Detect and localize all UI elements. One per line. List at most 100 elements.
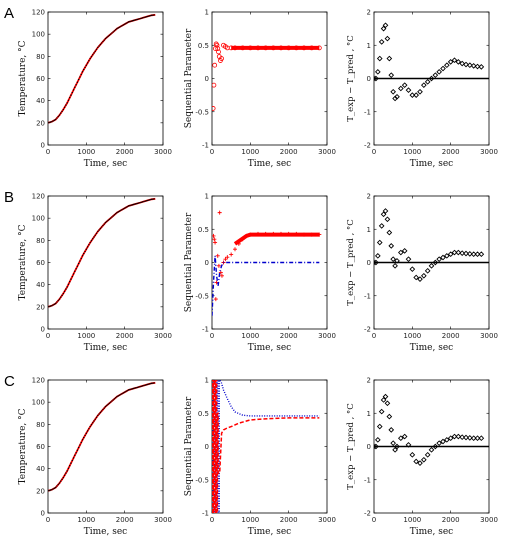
data-point-measured	[113, 398, 116, 400]
data-point-measured	[144, 200, 146, 202]
y-tick-label: 0	[205, 443, 209, 451]
data-point	[215, 46, 221, 51]
x-tick-label: 2000	[116, 148, 134, 156]
data-point-measured	[99, 411, 102, 414]
data-point	[378, 39, 385, 45]
x-tick-label: 3000	[318, 516, 336, 524]
data-point	[459, 60, 466, 67]
data-point-measured	[145, 200, 148, 202]
data-point	[432, 72, 439, 79]
data-point-measured	[131, 388, 134, 390]
data-point-measured	[126, 22, 128, 24]
data-point-measured	[62, 476, 65, 479]
data-point-measured	[148, 15, 150, 17]
data-point-measured	[139, 17, 141, 20]
data-point	[443, 437, 450, 443]
data-point-measured	[141, 385, 144, 387]
data-point-measured	[149, 198, 151, 201]
data-point-measured	[94, 418, 96, 420]
data-point-measured	[140, 385, 142, 387]
data-point-measured	[80, 441, 82, 444]
series-line	[212, 380, 320, 513]
x-tick-label: 1000	[77, 516, 95, 524]
data-point-measured	[48, 490, 49, 492]
data-point	[474, 435, 481, 442]
data-point-measured	[97, 230, 99, 233]
data-point-measured	[120, 209, 122, 212]
data-point-measured	[130, 20, 132, 22]
data-point-measured	[126, 206, 128, 208]
data-point-measured	[56, 485, 58, 487]
data-point-measured	[94, 50, 96, 52]
data-point-measured	[60, 112, 62, 114]
data-point-measured	[109, 33, 112, 35]
data-layer	[374, 208, 489, 282]
data-point-measured	[99, 227, 102, 230]
y-tick-label: 0	[205, 259, 209, 267]
data-point-measured	[62, 108, 65, 111]
data-point-measured	[74, 86, 76, 89]
data-point-measured	[116, 27, 118, 30]
data-point	[424, 267, 431, 274]
data-point-measured	[132, 387, 135, 390]
data-point	[382, 208, 389, 214]
y-tick-label: 100	[32, 215, 45, 223]
data-point-measured	[53, 303, 56, 305]
data-point-measured	[67, 467, 70, 469]
data-point-measured	[153, 382, 155, 384]
plot-frame	[47, 11, 164, 146]
data-point	[382, 393, 389, 400]
x-tick-label: 2000	[280, 148, 298, 156]
data-point-measured	[106, 36, 108, 39]
data-point	[386, 55, 393, 62]
data-point-measured	[84, 434, 86, 437]
data-layer	[374, 22, 489, 102]
data-point-measured	[100, 226, 103, 228]
data-point-measured	[81, 255, 84, 257]
data-point-measured	[135, 19, 137, 21]
y-tick-label: 120	[32, 193, 45, 201]
data-point-measured	[97, 414, 99, 417]
data-layer	[48, 381, 156, 492]
data-point	[392, 95, 398, 102]
x-axis-label: Time, sec	[410, 343, 453, 353]
y-tick-label: 0	[41, 510, 45, 518]
data-point-measured	[69, 281, 71, 283]
data-point-measured	[134, 387, 136, 389]
data-point	[392, 262, 398, 269]
data-point	[218, 270, 223, 275]
data-point	[376, 55, 383, 62]
y-tick-label: -1	[202, 510, 209, 518]
data-point-measured	[117, 211, 119, 213]
data-point	[447, 59, 454, 65]
data-point-measured	[108, 218, 111, 220]
y-tick-label: 0.5	[198, 226, 209, 234]
data-point-measured	[75, 268, 77, 270]
data-point-measured	[88, 60, 90, 62]
data-point-measured	[76, 265, 79, 267]
data-point	[376, 239, 383, 246]
data-point-measured	[117, 395, 119, 397]
data-point-measured	[63, 290, 66, 293]
data-point-measured	[74, 270, 76, 273]
data-point	[229, 252, 234, 257]
data-point-measured	[149, 14, 151, 17]
data-point-measured	[75, 84, 77, 86]
data-point-measured	[138, 18, 140, 20]
data-point-measured	[117, 27, 119, 29]
y-tick-label: 0	[41, 142, 45, 150]
data-point	[409, 92, 416, 98]
data-point-measured	[127, 389, 130, 391]
data-point-measured	[118, 394, 121, 396]
data-point	[374, 443, 379, 450]
data-point-measured	[125, 206, 127, 209]
data-point	[466, 251, 473, 257]
data-point-measured	[125, 390, 127, 393]
data-point-measured	[70, 462, 72, 464]
data-point	[405, 256, 412, 263]
data-point-measured	[67, 283, 70, 285]
series-line	[212, 255, 320, 316]
y-tick-label: 60	[36, 443, 45, 451]
x-tick-label: 1000	[403, 148, 421, 156]
